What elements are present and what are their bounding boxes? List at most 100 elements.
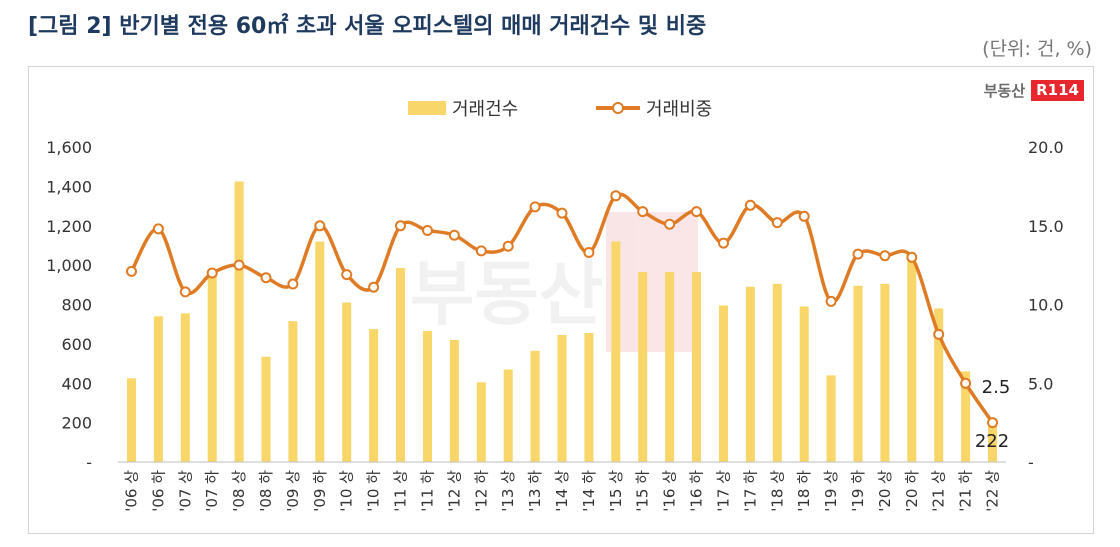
x-tick-32: '22 상 <box>984 470 1002 512</box>
x-tick-12: '12 상 <box>445 470 463 512</box>
x-tick-28: '20 상 <box>876 470 894 512</box>
bar-5 <box>261 356 271 462</box>
x-tick-10: '11 상 <box>392 470 410 512</box>
x-tick-6: '09 상 <box>284 470 302 512</box>
line-point-28 <box>879 250 891 262</box>
x-tick-8: '10 상 <box>338 470 356 512</box>
line-point-12 <box>448 229 460 241</box>
x-axis-labels: '06 상 '06 하 '07 상 '07 하 '08 상 '08 하 '09 상 '09 하… <box>123 470 1002 512</box>
line-point-0 <box>126 265 137 277</box>
chart-frame <box>28 66 1094 534</box>
x-tick-7: '09 하 <box>311 470 329 512</box>
bar-15 <box>530 350 540 462</box>
line-point-14 <box>502 240 514 252</box>
x-tick-26: '19 상 <box>822 470 840 512</box>
y-axis-right: - 5.0 10.0 15.0 20.0 <box>1028 138 1064 472</box>
bar-3 <box>207 272 217 462</box>
y-left-tick-4: 800 <box>61 296 92 315</box>
x-tick-5: '08 하 <box>257 470 275 512</box>
x-tick-25: '18 하 <box>795 470 813 512</box>
bar-25 <box>799 306 809 462</box>
y-left-tick-1: 200 <box>61 414 92 433</box>
line-point-25 <box>798 210 810 222</box>
bar-22 <box>719 305 728 462</box>
line-point-19 <box>637 206 649 218</box>
y-left-tick-7: 1,400 <box>46 177 92 196</box>
y-right-tick-0: - <box>1028 453 1034 472</box>
bar-8 <box>342 302 352 462</box>
bar-19 <box>638 272 648 462</box>
line-point-32 <box>987 417 998 429</box>
bar-0 <box>127 378 136 462</box>
bar-9 <box>369 329 379 462</box>
bar-16 <box>557 335 567 462</box>
bar-31 <box>961 371 971 462</box>
bar-18 <box>611 241 621 462</box>
x-tick-2: '07 상 <box>176 470 194 512</box>
bar-26 <box>826 375 836 462</box>
legend-bar-swatch <box>408 101 446 115</box>
x-tick-31: '21 하 <box>957 470 975 512</box>
legend-bar-label: 거래건수 <box>452 99 518 120</box>
bar-23 <box>745 286 755 462</box>
bar-14 <box>503 369 513 462</box>
line-point-29 <box>906 251 918 263</box>
y-axis-left: - 200 400 600 800 1,000 1,200 1,400 1,600 <box>46 138 92 472</box>
bar-13 <box>476 382 486 462</box>
bar-4 <box>234 181 244 462</box>
x-tick-1: '06 하 <box>149 470 167 512</box>
bar-28 <box>880 283 890 462</box>
y-right-tick-2: 10.0 <box>1028 296 1064 315</box>
line-point-27 <box>852 248 864 260</box>
x-tick-19: '15 하 <box>634 470 652 512</box>
line-point-26 <box>825 295 837 307</box>
x-tick-13: '12 하 <box>472 470 490 512</box>
chart-title: [그림 2] 반기별 전용 60㎡ 초과 서울 오피스텔의 매매 거래건수 및 … <box>28 14 707 39</box>
bar-2 <box>180 313 190 462</box>
unit-label: (단위: 건, %) <box>982 38 1092 60</box>
legend: 거래건수 거래비중 <box>408 99 712 120</box>
bar-30 <box>934 308 944 462</box>
x-tick-23: '17 하 <box>741 470 759 512</box>
bar-6 <box>288 321 298 462</box>
y-left-tick-3: 600 <box>61 335 92 354</box>
line-point-13 <box>475 245 487 257</box>
legend-line-label: 거래비중 <box>646 99 712 120</box>
line-point-9 <box>368 281 380 293</box>
x-tick-20: '16 상 <box>661 470 679 512</box>
line-point-10 <box>395 220 406 232</box>
line-point-21 <box>691 206 702 218</box>
bar-series <box>127 181 997 462</box>
line-series <box>126 190 998 429</box>
watermark-badge <box>606 212 698 352</box>
bar-27 <box>853 285 863 462</box>
x-tick-9: '10 하 <box>365 470 383 512</box>
bar-17 <box>584 333 594 462</box>
line-point-5 <box>260 272 272 284</box>
y-left-tick-0: - <box>86 453 92 472</box>
x-tick-3: '07 하 <box>203 470 221 512</box>
line-point-15 <box>529 201 541 213</box>
last-point-label: 2.5 <box>982 377 1011 398</box>
line-point-23 <box>744 199 756 211</box>
line-point-6 <box>287 278 299 290</box>
line-point-17 <box>583 247 595 258</box>
y-right-tick-1: 5.0 <box>1028 374 1053 393</box>
line-point-1 <box>152 223 164 235</box>
bar-32 <box>988 418 997 462</box>
bar-29 <box>907 261 917 462</box>
x-tick-21: '16 하 <box>688 470 706 512</box>
brand-logo: 부동산 R114 <box>984 80 1084 101</box>
x-tick-15: '13 하 <box>526 470 544 512</box>
y-right-tick-3: 15.0 <box>1028 217 1064 236</box>
x-tick-17: '14 하 <box>580 470 598 512</box>
line-point-11 <box>422 225 433 236</box>
x-tick-27: '19 하 <box>849 470 867 512</box>
bar-1 <box>153 316 163 462</box>
line-point-3 <box>206 267 218 279</box>
line-point-8 <box>341 269 353 281</box>
line-point-4 <box>233 259 245 271</box>
y-left-tick-2: 400 <box>61 374 92 393</box>
x-tick-24: '18 상 <box>768 470 786 512</box>
